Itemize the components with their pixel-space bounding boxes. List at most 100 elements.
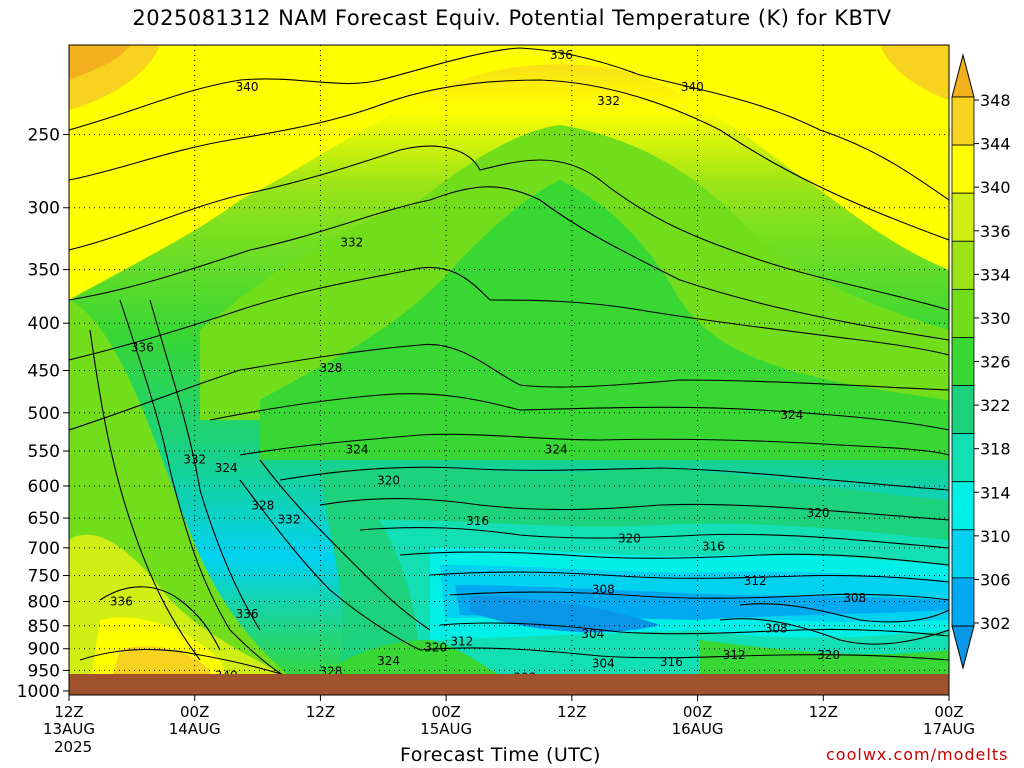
contour-label: 320 [807,506,830,520]
x-tick-date: 16AUG [672,720,724,738]
contour-label: 324 [377,654,400,668]
contour-label: 324 [215,461,238,475]
colorbar-segment [951,433,975,483]
contour-label: 336 [236,607,259,621]
y-tick-label: 750 [28,567,60,587]
contour-label: 316 [660,655,683,669]
colorbar-segment [951,577,975,627]
x-tick-date: 15AUG [420,720,472,738]
colorbar-label: 330 [980,309,1011,328]
contour-label: 312 [744,574,767,588]
y-tick-label: 350 [28,261,60,281]
contour-label: 316 [702,540,725,554]
year-label: 2025 [54,738,93,756]
x-tick-date: 14AUG [169,720,221,738]
contour-label: 308 [765,622,788,636]
chart-title: 2025081312 NAM Forecast Equiv. Potential… [132,6,892,30]
x-tick-label: 00Z [431,703,460,721]
x-tick-date: 13AUG [43,720,95,738]
colorbar-segment [951,529,975,579]
x-tick-label: 12Z [809,703,838,721]
colorbar-label: 310 [980,527,1011,546]
colorbar-segment [951,288,975,338]
y-tick-label: 700 [28,539,60,559]
y-tick-label: 500 [28,404,60,424]
x-tick-label: 00Z [180,703,209,721]
contour-label: 332 [278,512,301,526]
colorbar-label: 314 [980,483,1011,502]
terrain-strip [69,674,949,695]
x-tick-label: 12Z [557,703,586,721]
colorbar-segment [951,337,975,386]
theta-e-field [69,45,949,685]
dotted-grid [69,45,949,695]
contour-label: 320 [424,640,447,654]
colorbar-segment [951,481,975,531]
y-tick-label: 650 [28,509,60,529]
y-tick-label: 450 [28,361,60,381]
colorbar-segment [951,96,975,146]
x-axis-label: Forecast Time (UTC) [400,744,601,766]
contour-label: 340 [236,80,259,94]
colorbar-label: 334 [980,265,1011,284]
contour-label: 332 [597,94,620,108]
y-tick-label: 550 [28,442,60,462]
colorbar-segment [951,240,975,290]
x-tick-label: 12Z [306,703,335,721]
x-tick-label: 12Z [54,703,83,721]
contour-label: 316 [466,514,489,528]
x-tick-label: 00Z [934,703,963,721]
contour-label: 324 [780,408,803,422]
y-tick-label: 300 [28,199,60,219]
y-tick-label: 900 [28,640,60,660]
colorbar-label: 340 [980,178,1011,197]
y-axis: 250 300 350 400 450 500 550 600 650 700 750 800 850 9… [17,126,69,702]
contour-label: 320 [377,474,400,488]
contour-label: 320 [817,648,840,662]
contour-label: 304 [592,657,615,671]
colorbar-label: 302 [980,614,1011,633]
contour-label: 328 [319,361,342,375]
colorbar-label: 318 [980,440,1011,459]
contour-label: 312 [450,635,473,649]
y-tick-label: 850 [28,617,60,637]
y-tick-label: 1000 [17,682,60,702]
colorbar-segment [951,144,975,194]
contour-lines [69,47,949,685]
contour-label: 340 [681,80,704,94]
contour-label: 328 [251,499,274,513]
contour-label: 336 [550,48,573,62]
contour-label: 332 [340,235,363,249]
colorbar-label: 322 [980,396,1011,415]
contour-label: 332 [183,453,206,467]
colorbar-label: 348 [980,91,1011,110]
x-tick-date: 17AUG [923,720,975,738]
colorbar-segment [951,385,975,435]
colorbar-top-arrow [951,53,975,98]
colorbar-segment [951,192,975,242]
contour-label: 324 [545,443,568,457]
y-tick-label: 600 [28,477,60,497]
colorbar-label: 344 [980,135,1011,154]
y-tick-label: 950 [28,661,60,681]
contour-label: 304 [581,627,604,641]
colorbar-label: 326 [980,353,1011,372]
y-tick-label: 250 [28,126,60,146]
x-tick-label: 00Z [683,703,712,721]
contour-label: 336 [131,341,154,355]
colorbar-label: 306 [980,570,1011,589]
contour-label: 308 [592,583,615,597]
credit-text: coolwx.com/modelts [826,745,1009,764]
y-tick-label: 400 [28,314,60,334]
y-tick-label: 800 [28,592,60,612]
colorbar-label: 336 [980,222,1011,241]
contour-label: 324 [346,443,369,457]
contour-label: 336 [110,594,133,608]
contour-label: 320 [618,532,641,546]
colorbar: 348 344 340 336 334 330 326 322 318 314 310 306 302 [951,53,1011,670]
contour-label: 312 [723,648,746,662]
